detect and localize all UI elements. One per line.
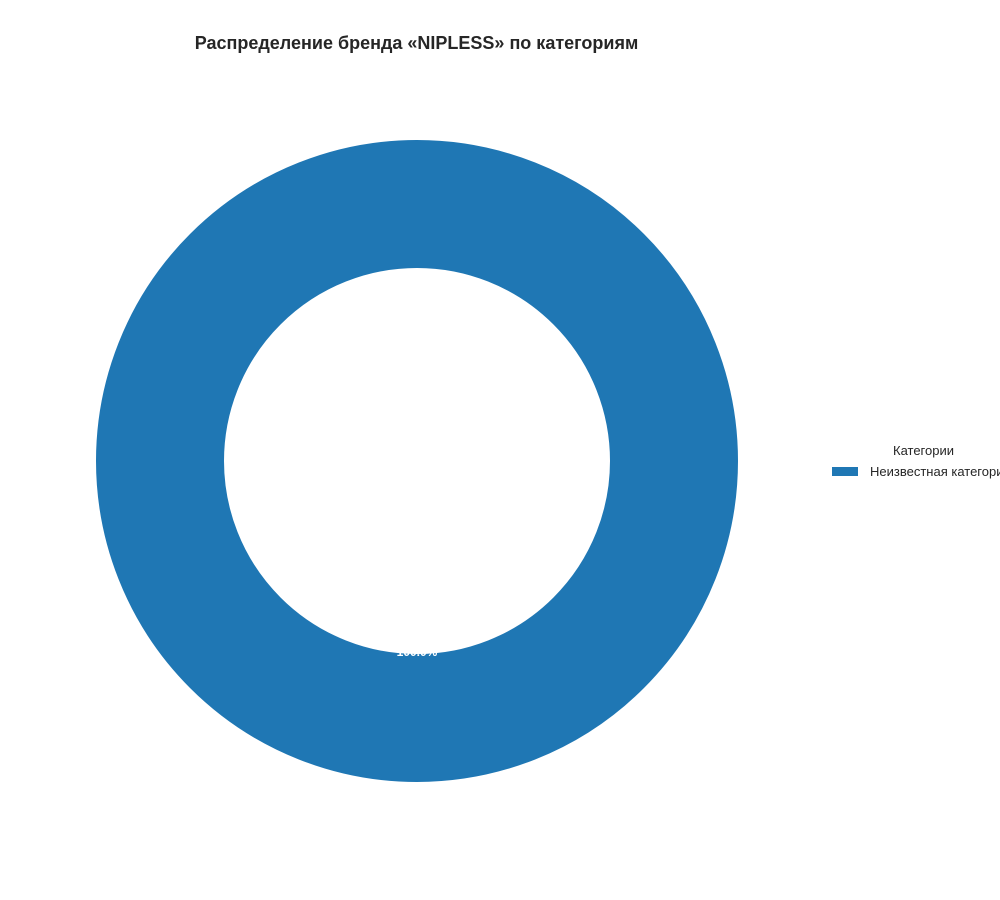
legend: Категории Неизвестная категория (832, 443, 1000, 479)
legend-items: Неизвестная категория (832, 464, 1000, 479)
legend-item: Неизвестная категория (832, 464, 1000, 479)
slice-percent-label: 100.0% (397, 645, 438, 659)
chart-title: Распределение бренда «NIPLESS» по катего… (194, 33, 639, 53)
donut-slice (96, 140, 738, 782)
legend-label: Неизвестная категория (870, 464, 1000, 479)
legend-title: Категории (893, 443, 954, 458)
legend-swatch (832, 467, 858, 476)
